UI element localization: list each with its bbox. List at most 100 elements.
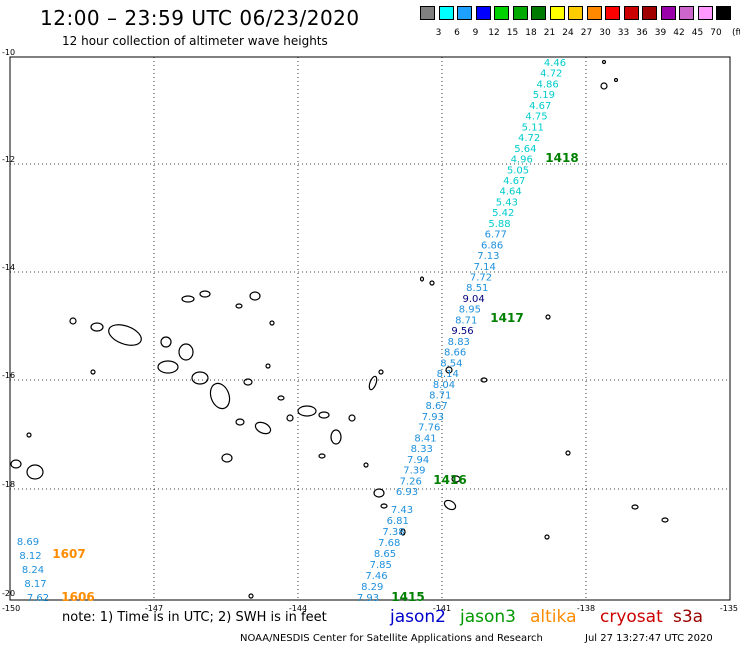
- scale-label: 3: [435, 28, 442, 38]
- scale-label: 33: [617, 28, 630, 38]
- island: [451, 475, 461, 483]
- longitude-labels: -150 -147 -144 -141 -138 -135: [2, 604, 738, 613]
- island: [631, 504, 639, 510]
- island: [318, 411, 330, 419]
- satellite-jason3: jason3: [460, 607, 516, 627]
- scale-label: 21: [543, 28, 556, 38]
- island: [235, 303, 243, 309]
- swh-value: 4.67: [529, 101, 551, 112]
- pass-time-labels: 1418 1417 1416 1415 1607 1606: [52, 151, 578, 604]
- swh-value: 8.41: [414, 433, 436, 444]
- scale-swatch: [623, 6, 639, 20]
- swh-value: 8.33: [411, 444, 433, 455]
- swh-value: 7.93: [357, 593, 379, 604]
- swh-value: 4.86: [536, 79, 558, 90]
- island: [400, 528, 406, 536]
- scale-label: 39: [654, 28, 667, 38]
- island: [297, 405, 317, 417]
- island: [178, 343, 194, 361]
- scale-label: 12: [488, 28, 500, 38]
- swh-value: 7.76: [418, 423, 440, 434]
- lat-label: -12: [2, 155, 15, 164]
- lat-label: -16: [2, 371, 15, 380]
- island: [254, 421, 272, 435]
- island: [545, 314, 551, 320]
- island-outlines: [10, 59, 669, 599]
- scale-swatch: [660, 6, 676, 20]
- island: [181, 295, 195, 303]
- swh-value: 8.29: [361, 582, 383, 593]
- island: [265, 363, 271, 369]
- swh-value: 5.19: [533, 90, 555, 101]
- swh-value: 8.69: [17, 537, 39, 548]
- island: [269, 320, 275, 326]
- scale-label: 27: [580, 28, 593, 38]
- pass-time: 1417: [490, 311, 523, 325]
- lat-label: -14: [2, 263, 15, 272]
- island: [380, 503, 388, 509]
- satellite-jason2: jason2: [390, 607, 446, 627]
- swh-value: 7.46: [365, 571, 387, 582]
- scale-swatch: [457, 6, 472, 20]
- swh-value: 7.72: [470, 273, 492, 284]
- graticule: [10, 57, 730, 600]
- scale-label: 45: [691, 28, 704, 38]
- swh-value: 7.39: [403, 466, 425, 477]
- island: [209, 382, 231, 410]
- swh-value: 5.43: [496, 197, 518, 208]
- footer-note: note: 1) Time is in UTC; 2) SWH is in fe…: [62, 610, 327, 625]
- scale-swatch: [512, 6, 528, 20]
- island: [373, 488, 385, 498]
- swh-value: 7.26: [400, 476, 422, 487]
- swh-value: 8.67: [425, 401, 447, 412]
- swh-value: 8.83: [448, 337, 470, 348]
- map-subtitle: 12 hour collection of altimeter wave hei…: [62, 34, 328, 48]
- island: [26, 464, 44, 480]
- swh-measurements: 4.464.724.865.194.674.755.114.725.644.96…: [17, 58, 566, 604]
- swh-value: 7.68: [378, 538, 400, 549]
- swh-value: 8.04: [433, 380, 455, 391]
- island: [90, 322, 104, 332]
- swh-value: 4.72: [540, 69, 562, 80]
- swh-value: 7.85: [370, 560, 392, 571]
- swh-value: 6.81: [387, 516, 409, 527]
- swh-value: 8.17: [24, 579, 46, 590]
- scale-label: 24: [562, 28, 574, 38]
- swh-value: 8.71: [429, 390, 451, 401]
- island: [277, 395, 285, 401]
- swh-value: 8.51: [466, 283, 488, 294]
- scale-swatch: [642, 6, 657, 20]
- island: [318, 453, 326, 459]
- scale-swatch: [549, 6, 565, 20]
- swh-value: 8.66: [444, 348, 466, 359]
- swh-value: 5.05: [507, 165, 529, 176]
- island: [419, 276, 425, 282]
- scale-label: 30: [599, 28, 611, 38]
- satellite-s3a: s3a: [673, 607, 704, 627]
- swh-value: 5.88: [488, 219, 510, 230]
- pass-time: 1415: [391, 590, 424, 604]
- scale-swatch: [697, 6, 713, 20]
- island: [199, 290, 211, 298]
- island: [160, 336, 172, 348]
- pass-time: 1606: [61, 590, 94, 604]
- swh-value: 4.46: [544, 58, 566, 69]
- island: [69, 317, 77, 325]
- lon-label: -144: [289, 604, 307, 613]
- island: [10, 459, 22, 469]
- swh-value: 8.54: [440, 358, 462, 369]
- scale-label: 36: [636, 28, 648, 38]
- swh-value: 7.13: [477, 251, 499, 262]
- generation-timestamp: Jul 27 13:27:47 UTC 2020: [585, 633, 713, 644]
- island: [443, 499, 457, 511]
- scale-swatch: [494, 6, 509, 20]
- island: [249, 291, 261, 301]
- island: [221, 453, 233, 463]
- lon-label: -141: [433, 604, 451, 613]
- island: [90, 369, 96, 375]
- scale-label: 42: [673, 28, 685, 38]
- island: [378, 369, 384, 375]
- island: [286, 414, 294, 422]
- lat-label: -20: [2, 589, 15, 598]
- scale-swatch: [438, 6, 454, 20]
